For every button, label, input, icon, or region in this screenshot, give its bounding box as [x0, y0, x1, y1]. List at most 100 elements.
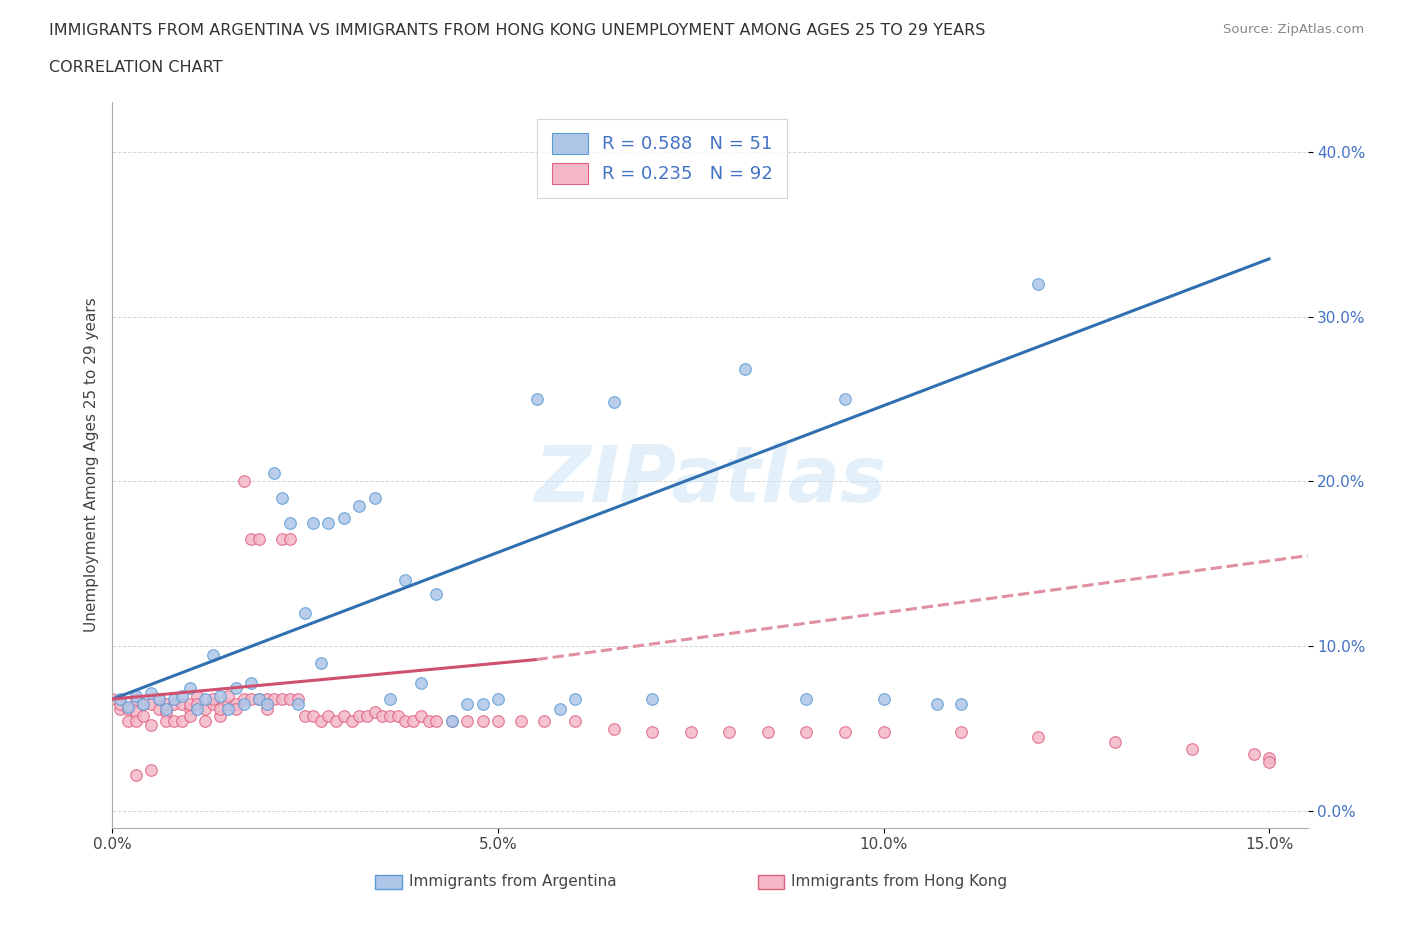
Point — [949, 697, 972, 711]
Point — [340, 713, 363, 728]
Point — [927, 697, 949, 711]
Point — [179, 701, 201, 716]
Text: ZIPatlas: ZIPatlas — [534, 442, 886, 517]
Point — [564, 713, 586, 728]
Point — [124, 692, 146, 707]
Point — [194, 692, 217, 707]
Point — [425, 586, 447, 601]
Point — [201, 697, 224, 711]
Point — [148, 692, 170, 707]
Point — [402, 713, 425, 728]
Point — [309, 656, 332, 671]
Point — [163, 713, 186, 728]
Point — [363, 705, 385, 720]
Point — [217, 697, 239, 711]
Point — [641, 692, 664, 707]
Point — [201, 647, 224, 662]
Point — [163, 692, 186, 707]
Point — [271, 532, 294, 547]
Point — [132, 697, 155, 711]
Point — [949, 724, 972, 739]
Point — [471, 697, 494, 711]
Point — [108, 697, 131, 711]
Point — [186, 697, 208, 711]
Point — [371, 708, 394, 723]
Point — [256, 692, 278, 707]
FancyBboxPatch shape — [375, 875, 402, 889]
Point — [155, 713, 177, 728]
Y-axis label: Unemployment Among Ages 25 to 29 years: Unemployment Among Ages 25 to 29 years — [83, 298, 98, 632]
Point — [217, 701, 239, 716]
Point — [179, 697, 201, 711]
Point — [217, 688, 239, 703]
Point — [1181, 741, 1204, 756]
Point — [209, 688, 232, 703]
Point — [225, 697, 247, 711]
Point — [148, 701, 170, 716]
Point — [1026, 729, 1049, 744]
Point — [409, 675, 432, 690]
Point — [163, 697, 186, 711]
Point — [108, 692, 131, 707]
Point — [225, 701, 247, 716]
Point — [117, 713, 139, 728]
Point — [263, 692, 285, 707]
Point — [602, 395, 624, 410]
Point — [486, 692, 509, 707]
Point — [294, 606, 316, 621]
Point — [302, 708, 325, 723]
Point — [440, 713, 463, 728]
Point — [209, 708, 232, 723]
Point — [247, 692, 270, 707]
Point — [394, 713, 416, 728]
Point — [1243, 746, 1265, 761]
Point — [124, 705, 146, 720]
Point — [378, 708, 401, 723]
Point — [278, 692, 301, 707]
Point — [132, 697, 155, 711]
Point — [240, 675, 263, 690]
Point — [256, 701, 278, 716]
Point — [139, 697, 162, 711]
Point — [872, 692, 894, 707]
Point — [179, 708, 201, 723]
Point — [155, 705, 177, 720]
Text: Immigrants from Argentina: Immigrants from Argentina — [409, 874, 616, 889]
Point — [756, 724, 779, 739]
Point — [186, 688, 208, 703]
Point — [186, 701, 208, 716]
Point — [425, 713, 447, 728]
Point — [294, 708, 316, 723]
Point — [302, 515, 325, 530]
Point — [108, 701, 131, 716]
Point — [155, 697, 177, 711]
Point — [356, 708, 378, 723]
Point — [309, 713, 332, 728]
Point — [139, 685, 162, 700]
Point — [155, 701, 177, 716]
Point — [117, 700, 139, 715]
Point — [240, 692, 263, 707]
Point — [209, 701, 232, 716]
Point — [363, 490, 385, 505]
Point — [1026, 276, 1049, 291]
Point — [679, 724, 702, 739]
Point — [278, 515, 301, 530]
Point — [170, 688, 193, 703]
Point — [232, 697, 254, 711]
Point — [318, 515, 340, 530]
Point — [641, 724, 664, 739]
Point — [333, 708, 356, 723]
Point — [333, 511, 356, 525]
Point — [486, 713, 509, 728]
Point — [117, 701, 139, 716]
Point — [256, 697, 278, 711]
Text: CORRELATION CHART: CORRELATION CHART — [49, 60, 222, 75]
Point — [734, 362, 756, 377]
Text: IMMIGRANTS FROM ARGENTINA VS IMMIGRANTS FROM HONG KONG UNEMPLOYMENT AMONG AGES 2: IMMIGRANTS FROM ARGENTINA VS IMMIGRANTS … — [49, 23, 986, 38]
Point — [225, 680, 247, 695]
Point — [318, 708, 340, 723]
Point — [271, 692, 294, 707]
FancyBboxPatch shape — [758, 875, 785, 889]
Point — [834, 724, 856, 739]
